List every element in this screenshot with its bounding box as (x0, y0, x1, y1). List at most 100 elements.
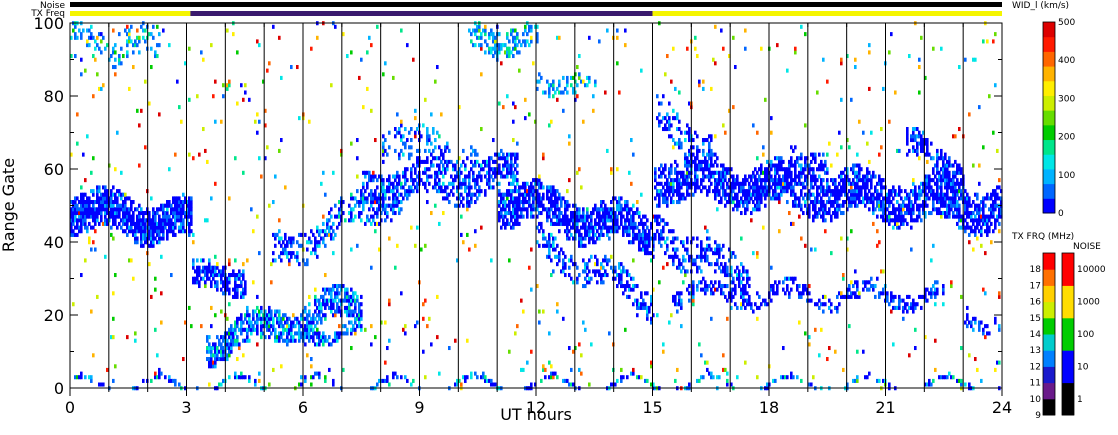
data-cell (350, 298, 353, 303)
data-cell (206, 218, 209, 223)
data-cell (834, 214, 837, 219)
data-cell (872, 200, 875, 205)
data-cell (170, 273, 173, 278)
data-cell (502, 43, 505, 48)
data-cell (280, 251, 283, 256)
data-cell (680, 170, 683, 175)
data-cell (876, 181, 879, 186)
data-cell (516, 207, 519, 212)
data-cell (604, 269, 607, 274)
data-cell (522, 185, 525, 190)
data-cell (686, 163, 689, 168)
data-cell (592, 229, 595, 234)
data-cell (222, 378, 225, 383)
data-cell (182, 225, 185, 230)
data-cell (728, 291, 731, 296)
data-cell (176, 200, 179, 205)
data-cell (592, 94, 595, 99)
data-cell (120, 203, 123, 208)
data-cell (242, 375, 245, 380)
data-cell (246, 320, 249, 325)
data-cell (698, 167, 701, 172)
data-cell (782, 287, 785, 292)
data-cell (788, 276, 791, 281)
data-cell (508, 349, 511, 354)
data-cell (682, 240, 685, 245)
data-cell (272, 251, 275, 256)
data-cell (126, 335, 129, 340)
data-cell (274, 236, 277, 241)
data-cell (512, 119, 515, 124)
data-cell (174, 218, 177, 223)
data-cell (516, 163, 519, 168)
data-cell (512, 203, 515, 208)
data-cell (354, 203, 357, 208)
data-cell (606, 211, 609, 216)
data-cell (76, 196, 79, 201)
data-cell (426, 138, 429, 143)
data-cell (662, 349, 665, 354)
data-cell (550, 189, 553, 194)
data-cell (558, 229, 561, 234)
data-cell (710, 287, 713, 292)
data-cell (824, 211, 827, 216)
data-cell (180, 207, 183, 212)
data-cell (132, 214, 135, 219)
data-cell (626, 203, 629, 208)
data-cell (586, 229, 589, 234)
data-cell (858, 196, 861, 201)
data-cell (430, 141, 433, 146)
data-cell (370, 214, 373, 219)
data-cell (378, 200, 381, 205)
data-cell (112, 291, 115, 296)
data-cell (466, 185, 469, 190)
data-cell (582, 269, 585, 274)
data-cell (384, 203, 387, 208)
data-cell (528, 189, 531, 194)
data-cell (558, 218, 561, 223)
data-cell (74, 218, 77, 223)
data-cell (792, 280, 795, 285)
data-cell (854, 65, 857, 70)
data-cell (208, 346, 211, 351)
data-cell (222, 338, 225, 343)
data-cell (454, 338, 457, 343)
data-cell (848, 203, 851, 208)
data-cell (212, 94, 215, 99)
data-cell (148, 218, 151, 223)
data-cell (408, 192, 411, 197)
txfreq-bar-label: TX Freq (30, 9, 65, 19)
data-cell (708, 371, 711, 376)
data-cell (214, 353, 217, 358)
data-cell (692, 138, 695, 143)
data-cell (808, 298, 811, 303)
data-cell (868, 178, 871, 183)
data-cell (796, 196, 799, 201)
data-cell (796, 181, 799, 186)
data-cell (738, 284, 741, 289)
data-cell (402, 141, 405, 146)
data-cell (386, 378, 389, 383)
data-cell (374, 229, 377, 234)
data-cell (134, 240, 137, 245)
data-cell (176, 196, 179, 201)
data-cell (576, 207, 579, 212)
data-cell (498, 214, 501, 219)
data-cell (366, 218, 369, 223)
data-cell (278, 313, 281, 318)
data-cell (808, 284, 811, 289)
data-cell (352, 207, 355, 212)
data-cell (816, 192, 819, 197)
data-cell (688, 382, 691, 387)
data-cell (840, 203, 843, 208)
data-cell (684, 163, 687, 168)
data-cell (236, 320, 239, 325)
data-cell (704, 284, 707, 289)
data-cell (504, 221, 507, 226)
data-cell (760, 167, 763, 172)
data-cell (588, 276, 591, 281)
data-cell (460, 163, 463, 168)
data-cell (668, 116, 671, 121)
data-cell (538, 72, 541, 77)
data-cell (220, 273, 223, 278)
